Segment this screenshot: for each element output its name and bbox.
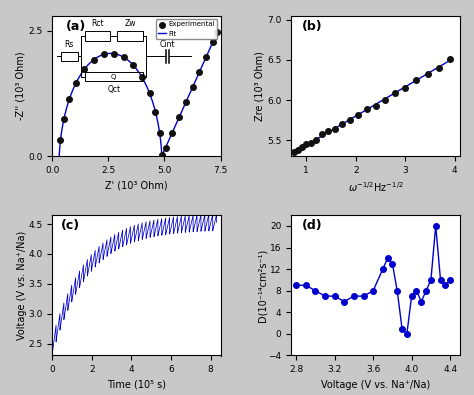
Point (195, 69, 203, 75)
Y-axis label: Zre (10³ Ohm): Zre (10³ Ohm) (255, 51, 264, 121)
Point (369, 288, 377, 294)
Point (413, 288, 420, 294)
Point (346, 117, 354, 123)
Point (182, 99, 190, 105)
Point (321, 293, 329, 299)
Point (424, 71, 431, 78)
Point (307, 139, 315, 146)
Text: (b): (b) (301, 20, 322, 33)
Point (318, 131, 326, 137)
Point (422, 288, 430, 294)
Point (392, 90, 399, 96)
Point (398, 325, 406, 332)
Point (382, 97, 389, 103)
Point (120, 54, 128, 60)
Point (331, 126, 339, 132)
Point (152, 109, 159, 115)
Point (290, 149, 298, 155)
X-axis label: $\omega^{-1/2}$Hz$^{-1/2}$: $\omega^{-1/2}$Hz$^{-1/2}$ (348, 181, 403, 194)
Point (65, 96, 73, 103)
Point (446, 56, 454, 62)
X-axis label: Time (10⁵ s): Time (10⁵ s) (107, 380, 166, 390)
Point (110, 51, 118, 57)
Point (202, 54, 210, 60)
Point (442, 282, 449, 288)
Point (331, 293, 338, 299)
Point (90, 56, 98, 63)
Point (294, 147, 301, 154)
Point (213, 29, 221, 36)
Point (325, 128, 332, 135)
Point (302, 282, 310, 288)
Point (100, 51, 108, 58)
Point (312, 137, 320, 143)
Text: (d): (d) (301, 219, 322, 232)
Point (175, 114, 183, 120)
Point (403, 331, 410, 337)
Point (158, 152, 165, 158)
Point (447, 277, 454, 283)
Text: (a): (a) (65, 20, 86, 33)
Point (393, 288, 401, 294)
Point (401, 85, 409, 91)
Point (189, 84, 196, 90)
Point (57, 137, 64, 143)
Point (355, 112, 362, 118)
Point (292, 282, 300, 288)
Point (311, 288, 319, 294)
Point (437, 277, 444, 283)
Point (130, 62, 137, 69)
Point (168, 130, 176, 136)
Point (73, 79, 80, 86)
Point (162, 145, 169, 151)
Point (350, 293, 358, 299)
Point (363, 106, 371, 113)
Point (412, 77, 420, 83)
Point (427, 277, 435, 283)
Y-axis label: -Z'' (10³ Ohm): -Z'' (10³ Ohm) (15, 52, 25, 120)
Point (418, 298, 425, 305)
Point (299, 144, 306, 150)
Point (435, 65, 443, 71)
Y-axis label: Voltage (V vs. Na⁺/Na): Voltage (V vs. Na⁺/Na) (17, 231, 27, 340)
Point (60, 116, 68, 122)
Point (138, 74, 146, 81)
Point (209, 39, 217, 45)
Point (384, 255, 392, 261)
Point (408, 293, 415, 299)
Point (379, 266, 387, 272)
Point (389, 261, 396, 267)
Legend: Experimental, Fit: Experimental, Fit (156, 19, 217, 39)
Point (360, 293, 367, 299)
Point (302, 141, 310, 147)
X-axis label: Z' (10³ Ohm): Z' (10³ Ohm) (105, 181, 168, 190)
Point (340, 298, 348, 305)
Point (81, 66, 88, 72)
X-axis label: Voltage (V vs. Na⁺/Na): Voltage (V vs. Na⁺/Na) (321, 380, 430, 390)
Text: (c): (c) (61, 219, 80, 232)
Point (338, 120, 346, 127)
Point (372, 103, 379, 109)
Point (146, 90, 154, 96)
Point (156, 130, 164, 136)
Point (432, 223, 439, 229)
Y-axis label: D(10⁻¹⁴cm²s⁻¹): D(10⁻¹⁴cm²s⁻¹) (257, 249, 267, 322)
